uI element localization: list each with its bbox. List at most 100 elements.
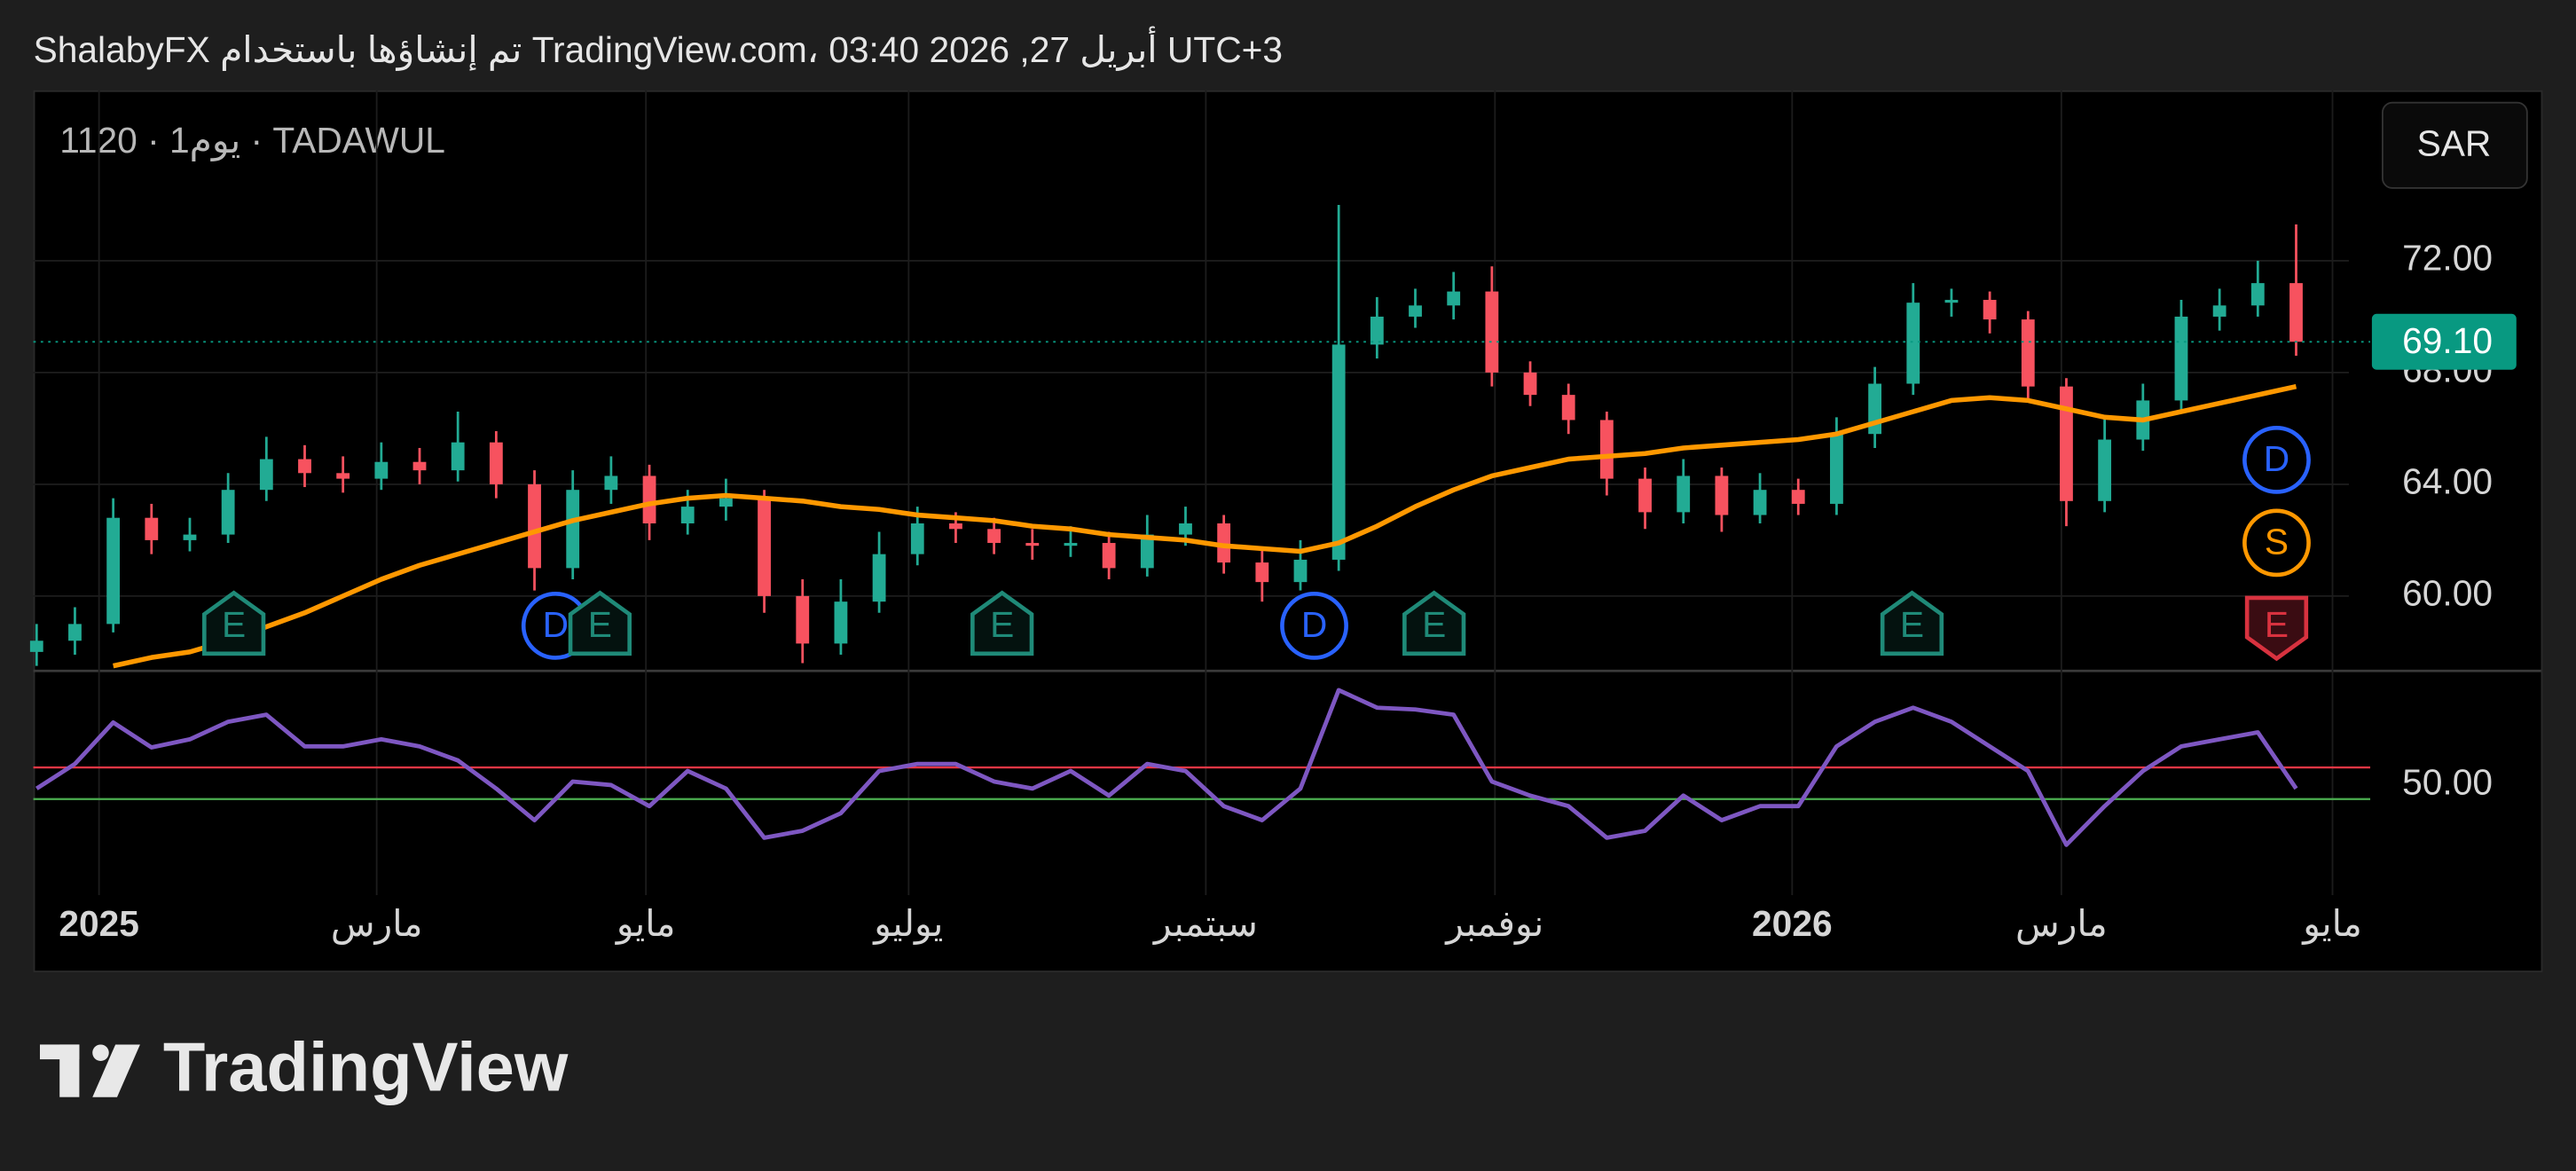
candle-body xyxy=(374,461,389,479)
event-label: E xyxy=(2265,604,2289,645)
candle-body xyxy=(1753,490,1767,515)
candle-body xyxy=(987,529,1001,544)
candle-body xyxy=(1217,523,1231,563)
candle-body xyxy=(910,523,924,554)
event-label: E xyxy=(588,604,612,645)
event-icon xyxy=(2242,508,2311,578)
candle-body xyxy=(1944,300,1959,303)
candle-body xyxy=(1791,490,1805,504)
candle-body xyxy=(412,461,427,471)
candle-body xyxy=(2060,386,2073,501)
candle-body xyxy=(336,473,350,479)
event-label: E xyxy=(990,604,1014,645)
x-tick-label: مارس xyxy=(331,903,423,945)
candle-body xyxy=(1830,434,1843,504)
event-label: S xyxy=(2265,521,2289,562)
event-icon xyxy=(201,590,266,656)
y-tick-label: 64.00 xyxy=(2402,461,2493,502)
event-icon xyxy=(1402,590,1466,656)
candle-body xyxy=(1599,420,1614,479)
logo xyxy=(39,1044,140,1097)
candle-body xyxy=(949,523,962,530)
candle-body xyxy=(566,490,580,569)
symbol-label: 1120 · 1يوم · TADAWUL xyxy=(59,120,445,161)
x-tick-label: 2025 xyxy=(59,903,139,944)
event-icon xyxy=(568,590,632,656)
x-tick-label: يوليو xyxy=(872,903,943,945)
candle-body xyxy=(642,475,656,523)
candle-body xyxy=(1523,372,1537,396)
header: ShalabyFX تم إنشاؤها باستخدام TradingVie… xyxy=(34,26,1283,71)
y-tick-label: 60.00 xyxy=(2402,573,2493,614)
candle-body xyxy=(2174,316,2188,401)
logo-part xyxy=(92,1044,109,1061)
event-label: D xyxy=(543,604,569,645)
candle-body xyxy=(298,459,311,474)
event-icon xyxy=(970,590,1034,656)
event-icon xyxy=(2244,595,2309,662)
x-tick-label: مارس xyxy=(2015,903,2108,945)
candle-body xyxy=(1561,395,1575,420)
candle-body xyxy=(1715,475,1729,515)
last-price-label: 69.10 xyxy=(2402,320,2493,361)
candle-body xyxy=(872,554,886,602)
candle-body xyxy=(1179,523,1192,535)
candle-body xyxy=(1447,291,1461,306)
logo-part xyxy=(92,1044,140,1097)
candle-body xyxy=(1638,478,1652,513)
event-label: D xyxy=(1301,604,1327,645)
candle-body xyxy=(604,475,618,491)
x-tick-label: 2026 xyxy=(1752,903,1833,944)
x-tick-label: سبتمبر xyxy=(1152,903,1258,945)
x-tick-label: مايو xyxy=(615,903,676,945)
candle-body xyxy=(451,442,465,471)
event-label: E xyxy=(222,604,246,645)
candle-body xyxy=(834,601,848,644)
footer-brand: TradingView xyxy=(163,1029,569,1105)
event-label: E xyxy=(1422,604,1446,645)
currency-label[interactable]: SAR xyxy=(2417,123,2492,164)
candle-body xyxy=(1983,300,1997,320)
candle-body xyxy=(796,595,810,644)
candle-body xyxy=(528,483,541,569)
candle-body xyxy=(2250,283,2265,306)
logo-part xyxy=(59,1044,80,1097)
candle-body xyxy=(221,490,235,535)
y-tick-label: 72.00 xyxy=(2402,238,2493,279)
candle-body xyxy=(2212,305,2227,317)
candle-body xyxy=(106,517,121,625)
candle-body xyxy=(1140,534,1154,569)
candle-body xyxy=(145,517,159,540)
currency-button[interactable] xyxy=(2381,101,2528,189)
event-icon xyxy=(1280,591,1348,660)
candle-body xyxy=(1255,562,1269,583)
candle-body xyxy=(1485,291,1499,373)
rsi-line xyxy=(35,688,2298,847)
candle-body xyxy=(29,641,43,652)
candle-body xyxy=(1025,543,1040,546)
moving-average xyxy=(113,383,2297,669)
candle-body xyxy=(719,498,733,507)
x-tick-label: نوفمبر xyxy=(1444,903,1543,945)
candle-body xyxy=(183,534,197,540)
candle-body xyxy=(2098,439,2112,501)
candle-body xyxy=(68,624,82,641)
candle-body xyxy=(2289,283,2303,342)
candle-body xyxy=(1906,303,1920,384)
rsi-tick-label: 50.00 xyxy=(2402,762,2493,803)
candle-body xyxy=(489,442,503,484)
candle-body xyxy=(1102,543,1116,569)
x-tick-label: مايو xyxy=(2301,903,2362,945)
candle-body xyxy=(259,459,273,491)
event-label: E xyxy=(1900,604,1924,645)
candle-body xyxy=(2021,319,2035,387)
candle-body xyxy=(680,507,695,523)
event-icon xyxy=(1880,590,1944,656)
event-label: D xyxy=(2264,438,2289,479)
candle-body xyxy=(1677,475,1691,513)
candle-body xyxy=(1064,543,1078,546)
candle-body xyxy=(1331,344,1346,560)
candle-body xyxy=(1370,316,1384,345)
chart-panel xyxy=(33,90,2543,972)
